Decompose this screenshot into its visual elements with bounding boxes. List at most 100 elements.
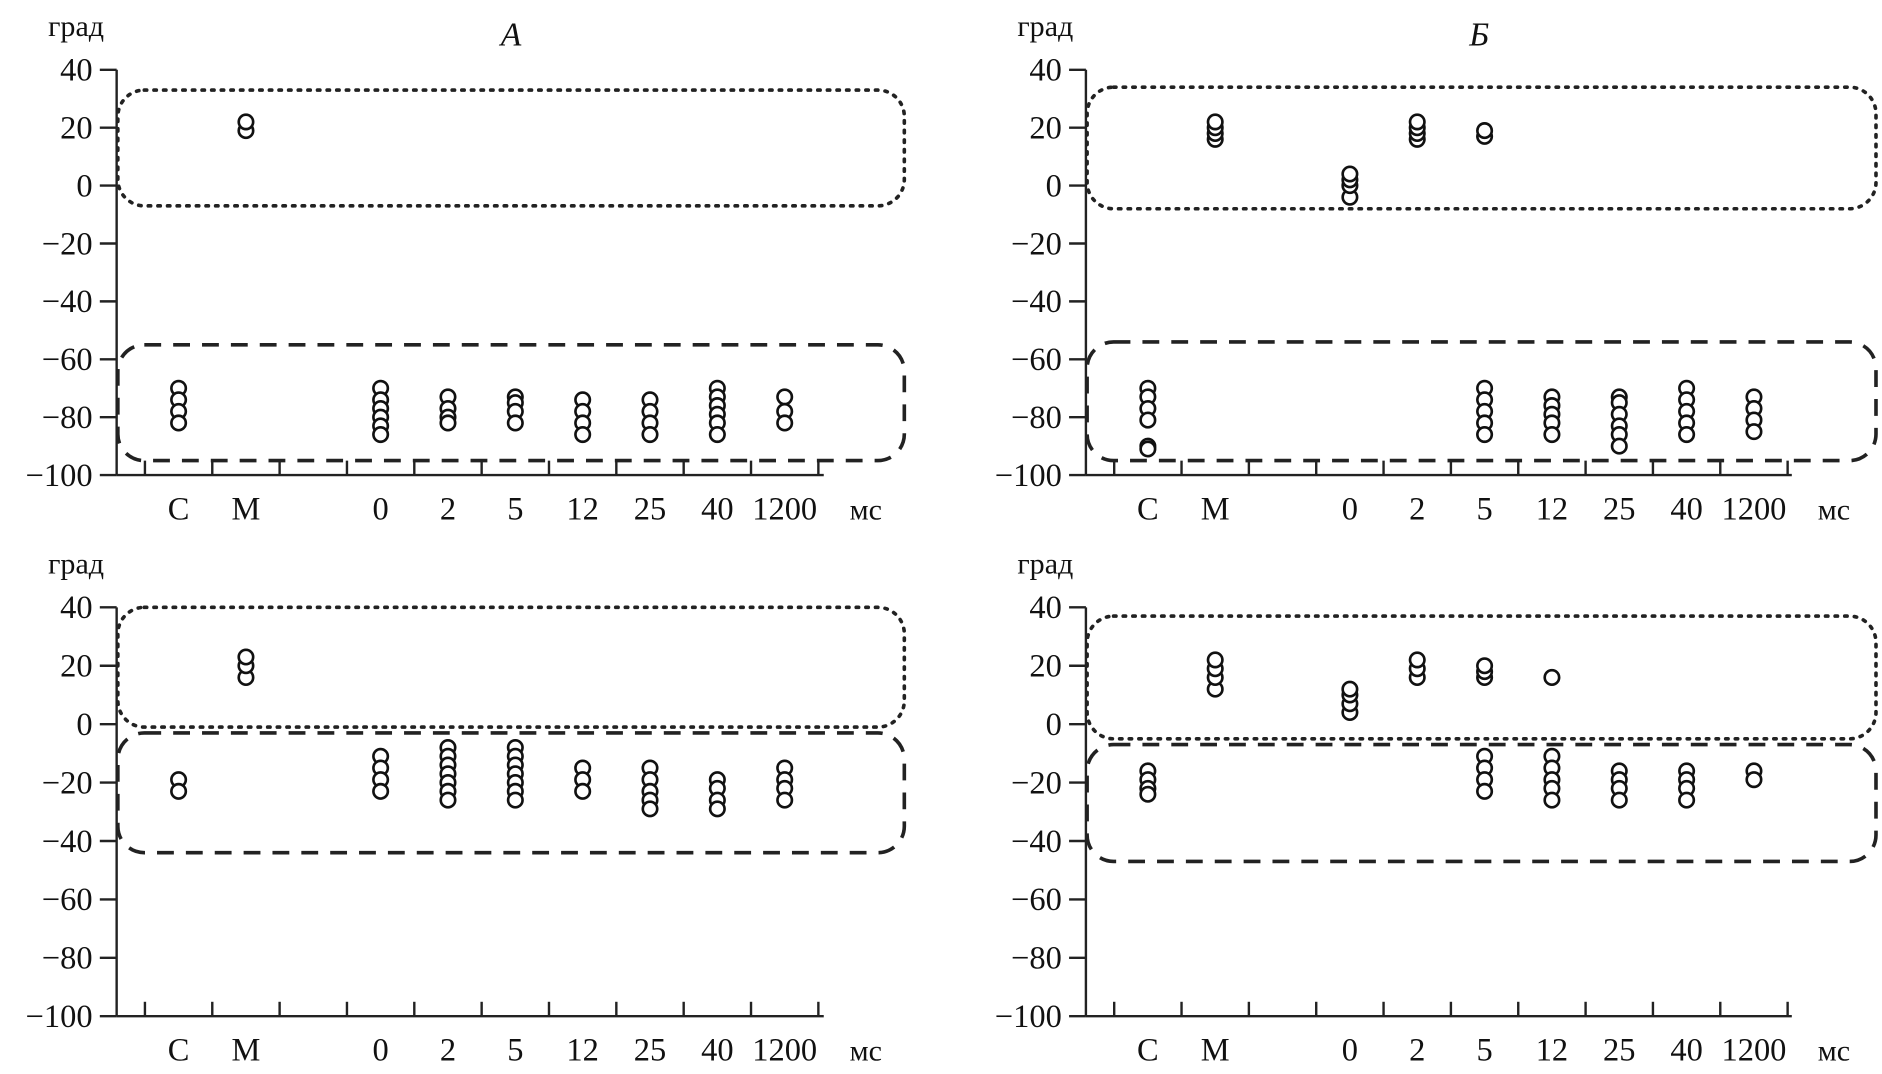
region-dashed [116,343,907,463]
y-tick-label: −60 [42,882,93,918]
x-tick-label: 40 [1670,492,1702,528]
x-tick-label: 2 [440,492,456,528]
x-tick-label: М [1201,1033,1230,1069]
y-axis-label: град [1017,547,1073,581]
x-unit-label: мс [1818,493,1850,527]
x-tick-label: 2 [440,1033,456,1069]
x-tick-label: 1200 [752,492,817,528]
x-tick-label: 0 [1342,492,1358,528]
data-point [237,113,255,131]
data-point [1678,791,1696,809]
x-tick-label: 1200 [752,1033,817,1069]
x-tick-label: 2 [1409,492,1425,528]
data-point [372,426,390,444]
y-tick-label: 20 [60,649,92,685]
y-tick-label: 0 [76,707,92,743]
y-tick-label: 0 [1046,168,1062,204]
y-tick-label: −100 [26,458,93,494]
data-point [1341,165,1359,183]
data-point [506,791,524,809]
y-tick-label: 20 [60,111,92,147]
x-tick-label: М [232,492,261,528]
x-tick-label: С [1137,492,1159,528]
y-tick-label: −80 [1011,941,1062,977]
data-point [1341,680,1359,698]
x-unit-label: мс [1818,1034,1850,1068]
x-unit-label: мс [850,1034,882,1068]
data-point [708,800,726,818]
y-tick-label: 0 [76,168,92,204]
data-point [1476,122,1494,140]
y-tick-label: 20 [1029,649,1061,685]
data-point [1476,782,1494,800]
panel-title: Б [1468,17,1489,54]
x-tick-label: 2 [1409,1033,1425,1069]
y-tick-label: 40 [1029,53,1061,89]
y-tick-label: −40 [1011,284,1062,320]
y-tick-label: −80 [1011,400,1062,436]
data-point [1139,785,1157,803]
y-tick-label: 20 [1029,111,1061,147]
data-point [439,414,457,432]
y-tick-label: −20 [42,226,93,262]
data-point [1408,113,1426,131]
data-point [1543,426,1561,444]
x-tick-label: 25 [1603,1033,1635,1069]
x-tick-label: 5 [507,492,523,528]
x-tick-label: 5 [1476,492,1492,528]
x-tick-label: 0 [373,1033,389,1069]
data-point [1476,426,1494,444]
y-tick-label: −80 [42,941,93,977]
data-point [1543,791,1561,809]
x-tick-label: 12 [1536,1033,1568,1069]
x-tick-label: 40 [701,1033,733,1069]
data-point [1543,668,1561,686]
y-tick-label: −20 [1011,226,1062,262]
data-point [439,791,457,809]
x-tick-label: 12 [566,492,598,528]
data-point [1206,651,1224,669]
data-point [1610,437,1628,455]
region-dotted [116,88,907,208]
y-axis-label: град [1017,9,1073,43]
y-tick-label: −100 [995,999,1062,1035]
data-point [1139,440,1157,458]
y-tick-label: −60 [1011,342,1062,378]
y-tick-label: −60 [1011,882,1062,918]
y-tick-label: −80 [42,400,93,436]
y-tick-label: −60 [42,342,93,378]
region-dashed [1085,340,1878,463]
x-tick-label: 5 [1476,1033,1492,1069]
x-tick-label: 25 [634,1033,666,1069]
y-axis-label: град [48,547,104,581]
region-dashed [116,731,907,855]
y-tick-label: −40 [1011,824,1062,860]
panel-title: А [499,17,522,54]
y-tick-label: −20 [1011,765,1062,801]
x-tick-label: С [168,1033,190,1069]
data-point [1408,651,1426,669]
data-point [1610,791,1628,809]
data-point [574,426,592,444]
data-point [776,791,794,809]
data-point [1745,423,1763,441]
y-tick-label: −40 [42,824,93,860]
x-tick-label: 25 [634,492,666,528]
region-dotted [1085,85,1878,211]
y-tick-label: 0 [1046,707,1062,743]
data-point [506,414,524,432]
region-dotted [1085,614,1878,741]
x-tick-label: С [168,492,190,528]
data-point [574,782,592,800]
y-tick-label: −20 [42,765,93,801]
x-tick-label: 5 [507,1033,523,1069]
x-tick-label: 40 [1670,1033,1702,1069]
data-point [641,800,659,818]
region-dashed [1085,742,1878,864]
data-point [170,782,188,800]
x-tick-label: 1200 [1721,1033,1786,1069]
